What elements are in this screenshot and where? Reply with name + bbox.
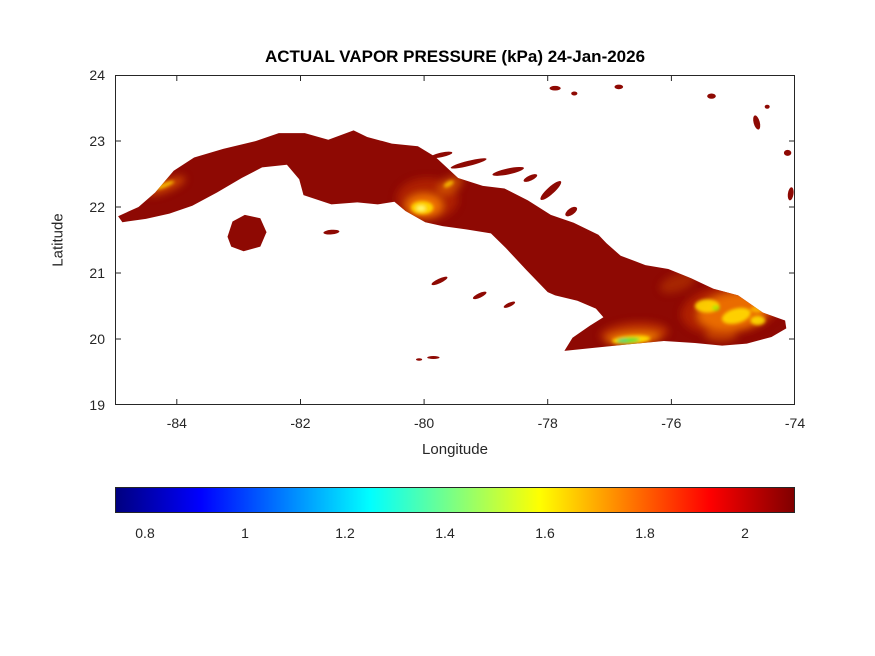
y-tick-label: 22 [89, 199, 105, 215]
cay [431, 276, 448, 286]
colorbar-tick-label: 1.2 [335, 525, 355, 541]
cay [549, 85, 561, 91]
x-tick-label: -78 [537, 415, 558, 431]
cay [614, 84, 624, 90]
y-tick-label: 24 [89, 67, 105, 83]
x-tick-label: -82 [290, 415, 311, 431]
colorbar [115, 487, 795, 513]
plot-area [115, 74, 796, 406]
cay [472, 291, 487, 300]
cay [540, 181, 562, 200]
cay [783, 149, 792, 156]
cuba-vapor-pressure-map [115, 74, 796, 406]
isla-de-la-juventud [227, 214, 267, 252]
y-tick-label: 19 [89, 397, 105, 413]
y-axis-label: Latitude [49, 213, 67, 267]
cay [323, 229, 340, 235]
y-tick-label: 20 [89, 331, 105, 347]
cay [427, 356, 440, 359]
x-tick-label: -74 [784, 415, 806, 431]
cay [523, 174, 538, 182]
colorbar-tick-label: 2 [741, 525, 749, 541]
cay [753, 115, 761, 130]
hotspot-sierra-maestra-teal [618, 338, 628, 342]
cay [764, 104, 770, 109]
hotspot-east-massif-yellow-mid [721, 307, 751, 324]
hotspot-guantanamo-orange [704, 328, 737, 342]
hotspot-escambray-core [416, 205, 426, 211]
x-tick-label: -76 [661, 415, 682, 431]
cay [503, 301, 516, 308]
cay [492, 166, 524, 176]
offshore-cays [323, 84, 794, 361]
hotspot-escambray-ne-yellow [443, 180, 454, 188]
cay [571, 91, 578, 96]
x-tick-label: -80 [413, 415, 435, 431]
cay [707, 93, 716, 99]
colorbar-tick-label: 1.8 [635, 525, 655, 541]
colorbar-tick-label: 1.4 [435, 525, 455, 541]
cay [416, 358, 423, 361]
colorbar-tick-label: 1 [241, 525, 249, 541]
hotspot-baracoa-yellow [750, 306, 763, 313]
y-tick-label: 21 [89, 265, 105, 281]
cay [450, 158, 487, 169]
x-tick-label: -84 [166, 415, 187, 431]
hotspot-east-massif-green-fleck [712, 305, 720, 311]
hotspot-east-massif-yellow-east [750, 315, 766, 326]
chart-title: ACTUAL VAPOR PRESSURE (kPa) 24-Jan-2026 [264, 47, 646, 66]
colorbar-tick-label: 0.8 [135, 525, 155, 541]
cay [430, 151, 453, 159]
cuba-landmass [118, 130, 787, 351]
vapor-pressure-hotspots [146, 175, 780, 346]
axes-box [115, 74, 796, 406]
cay [787, 187, 794, 201]
x-axis-label: Longitude [422, 441, 488, 458]
y-tick-label: 23 [89, 133, 105, 149]
hotspot-holguin-mottle [659, 272, 696, 294]
colorbar-tick-label: 1.6 [535, 525, 555, 541]
cay [565, 206, 578, 217]
hotspot-organos-core [154, 180, 175, 190]
